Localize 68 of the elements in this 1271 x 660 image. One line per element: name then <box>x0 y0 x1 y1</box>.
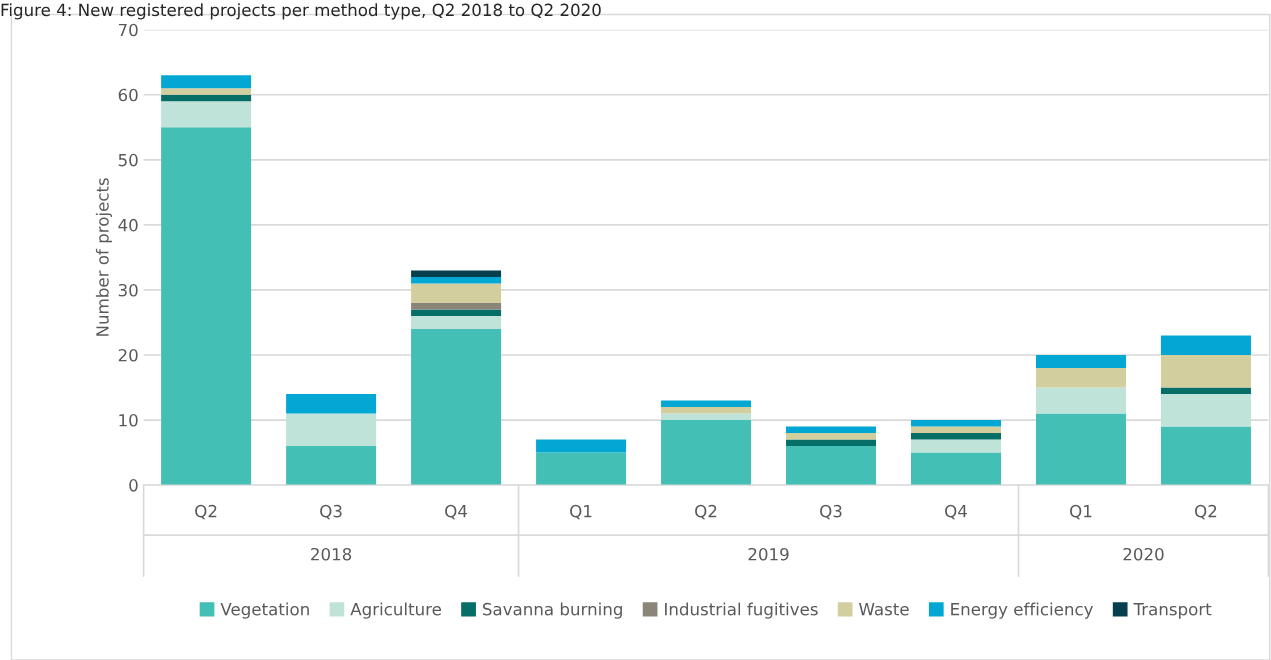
bar <box>161 94 252 102</box>
bar <box>661 413 752 421</box>
bar <box>661 400 752 408</box>
bar <box>786 426 877 434</box>
bar <box>161 75 252 89</box>
bar <box>411 270 502 277</box>
legend-label: Energy efficiency <box>951 602 1094 619</box>
text: 2018 <box>311 547 352 561</box>
x-tick-label: Q4 <box>445 504 467 520</box>
bar <box>911 426 1001 434</box>
bar <box>1160 354 1251 388</box>
bar <box>911 452 1001 486</box>
bar <box>161 101 252 128</box>
bar <box>786 439 877 447</box>
legend-label: Waste <box>859 603 909 616</box>
x-tick-label: Q2 <box>1195 504 1217 520</box>
bar <box>1160 335 1251 355</box>
y-tick-label: 30 <box>118 283 138 297</box>
bar <box>536 439 627 453</box>
bar <box>411 302 502 310</box>
bar <box>286 413 377 447</box>
bar <box>1035 354 1126 368</box>
bar <box>786 433 877 440</box>
bar <box>411 315 502 329</box>
bar <box>786 446 877 486</box>
bar <box>411 276 502 284</box>
y-tick-label: 10 <box>119 414 138 427</box>
x-tick-label: Q3 <box>820 504 842 520</box>
bar <box>536 452 627 486</box>
bar <box>161 88 252 95</box>
bar <box>1035 387 1126 414</box>
x-tick-label: Q4 <box>945 504 967 520</box>
text: 2019 <box>748 547 789 561</box>
text: 2020 <box>1123 547 1164 561</box>
legend-label: Savanna burning <box>482 602 622 619</box>
x-tick-label: Q3 <box>320 504 342 520</box>
x-tick-label: Q2 <box>195 504 217 520</box>
bar <box>661 420 752 486</box>
bar <box>911 420 1001 427</box>
y-tick-label: 40 <box>118 218 138 232</box>
bar <box>411 283 502 303</box>
legend-label: Vegetation <box>220 602 309 619</box>
bar <box>411 309 502 316</box>
x-tick-label: Q1 <box>570 504 592 520</box>
bar <box>161 127 252 486</box>
bar <box>1160 394 1251 427</box>
y-tick-label: 50 <box>118 153 138 167</box>
bar <box>1035 368 1126 388</box>
bar <box>1160 387 1251 395</box>
bar <box>1160 426 1251 486</box>
y-tick-label: 70 <box>118 23 138 37</box>
bar <box>286 446 377 486</box>
y-axis-title: Number of projects <box>95 178 112 336</box>
y-tick-label: 20 <box>118 348 138 362</box>
y-tick-label: 60 <box>118 88 138 102</box>
x-tick-label: Q2 <box>695 504 717 520</box>
bar <box>411 328 502 486</box>
y-tick-label: 0 <box>129 479 138 492</box>
legend-label: Transport <box>1133 603 1212 619</box>
legend-label: Industrial fugitives <box>665 602 818 619</box>
chart-title: Figure 4: New registered projects per method type, Q2 2018 to Q2 2020 <box>1 3 601 20</box>
bar <box>911 439 1001 453</box>
legend-label: Agriculture <box>350 602 441 619</box>
bar <box>661 407 752 414</box>
x-tick-label: Q1 <box>1070 504 1092 520</box>
bar <box>1035 413 1126 486</box>
bar <box>911 433 1001 440</box>
bar <box>286 394 377 414</box>
